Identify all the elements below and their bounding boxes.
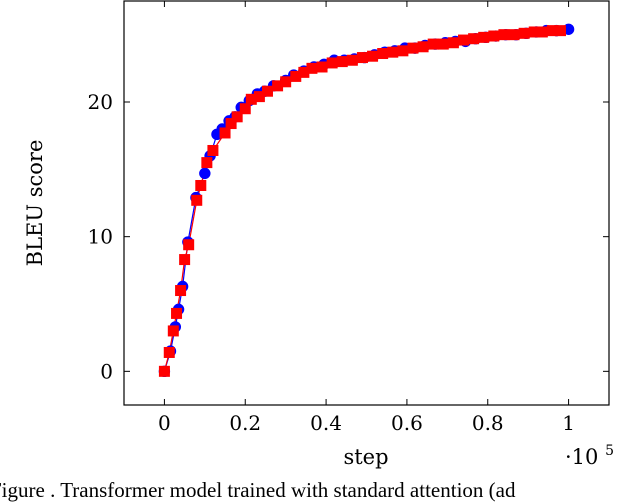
x-tick-label: 0.2: [229, 411, 261, 435]
x-scale-exponent: 5: [605, 443, 614, 459]
x-axis-label: step: [343, 445, 388, 469]
y-tick-label: 0: [100, 359, 113, 383]
series-2-point: [167, 325, 179, 337]
series-2-point: [427, 38, 439, 50]
series-2-point: [397, 45, 409, 57]
y-axis-label: BLEU score: [23, 140, 47, 267]
series-2-point: [377, 48, 389, 60]
series-2-point: [306, 62, 318, 74]
x-tick-label: 0.8: [472, 411, 504, 435]
series-2-point: [387, 46, 399, 58]
series-2-point: [336, 56, 348, 68]
series-2-point: [356, 52, 368, 64]
x-tick-label: 0: [158, 411, 171, 435]
axis-ticks: [124, 1, 609, 405]
series-2-point: [239, 103, 251, 115]
series-2-point: [508, 29, 520, 41]
series-2-point: [437, 38, 449, 50]
series-2-point: [447, 37, 459, 49]
series-2-point: [488, 30, 500, 42]
series-2-point: [326, 57, 338, 69]
x-scale-base: ·10: [565, 445, 598, 469]
series-2-point: [183, 239, 195, 251]
series-2-point: [261, 85, 273, 97]
figure-caption: Figure . Transformer model trained with …: [0, 478, 516, 502]
y-tick-label: 10: [88, 225, 113, 249]
series-lines: [163, 28, 569, 372]
series-2-point: [458, 34, 469, 46]
series-2-point: [207, 144, 219, 156]
series-2-point: [536, 26, 548, 38]
series-2-point: [346, 54, 358, 66]
series-2-point: [555, 25, 566, 37]
y-tick-label: 20: [88, 90, 113, 114]
series-2-point: [201, 157, 213, 169]
x-tick-label: 0.4: [310, 411, 342, 435]
series-2-point: [179, 254, 191, 266]
series-2-point: [280, 76, 292, 88]
series-2-point: [158, 365, 170, 377]
series-2-point: [225, 118, 237, 130]
series-line-1: [163, 28, 569, 372]
series-2-point: [175, 285, 187, 297]
series-2-point: [417, 41, 429, 53]
series-2-point: [191, 194, 203, 206]
series-2-point: [219, 127, 231, 139]
series-markers: [158, 23, 575, 378]
series-line-2: [163, 30, 561, 372]
series-2-point: [231, 111, 243, 123]
plot-frame: [123, 0, 610, 406]
x-tick-label: 0.6: [391, 411, 423, 435]
x-scale-factor: ·10 5: [565, 443, 614, 469]
series-2-point: [195, 179, 207, 191]
series-2-point: [367, 50, 379, 62]
series-2-point: [478, 31, 490, 43]
series-2-point: [498, 29, 510, 41]
series-2-point: [468, 33, 480, 45]
series-2-point: [407, 42, 419, 54]
series-2-point: [171, 307, 183, 319]
x-tick-label: 1: [562, 411, 575, 435]
series-2-point: [163, 346, 175, 358]
series-1-point: [199, 167, 211, 180]
series-2-point: [316, 61, 328, 73]
series-2-point: [518, 27, 530, 39]
